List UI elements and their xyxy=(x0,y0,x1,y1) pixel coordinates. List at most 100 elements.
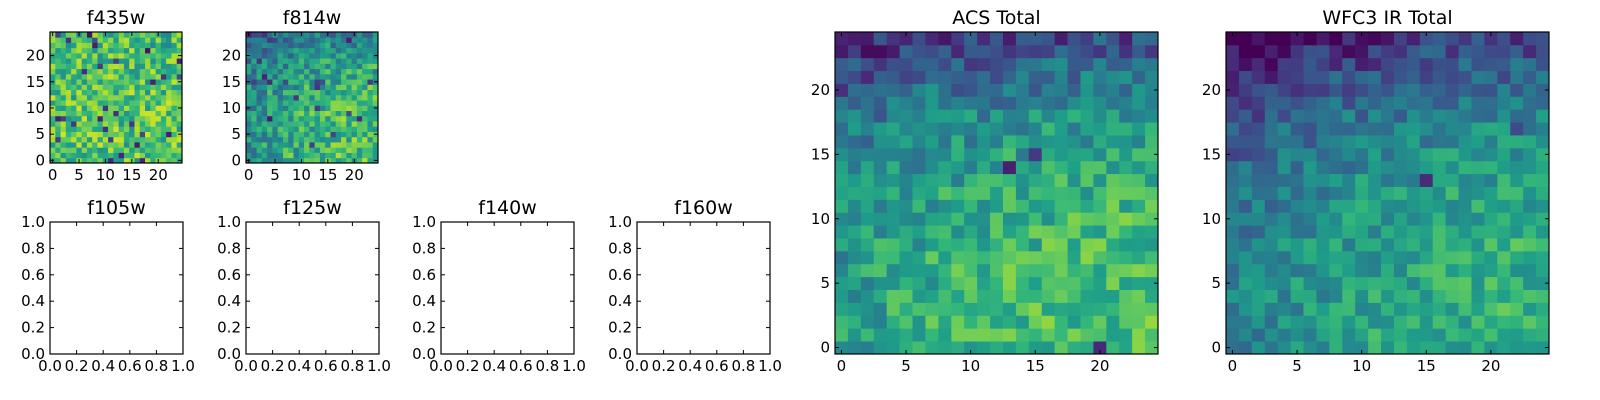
heatmap-cell xyxy=(873,199,888,213)
heatmap-cell xyxy=(964,186,978,200)
heatmap-cell xyxy=(1381,57,1395,72)
heatmap-cell xyxy=(367,131,374,138)
heatmap-cell xyxy=(346,115,352,122)
heatmap-cell xyxy=(1002,44,1017,59)
heatmap-cell xyxy=(108,32,114,38)
panel-title-f105w: f105w xyxy=(87,197,146,219)
heatmap-cell xyxy=(123,152,130,159)
heatmap-cell xyxy=(1523,96,1537,110)
heatmap-cell xyxy=(272,131,279,138)
heatmap-cell xyxy=(1458,96,1472,110)
heatmap-cell xyxy=(97,89,104,96)
heatmap-cell xyxy=(1093,276,1107,290)
heatmap-cell xyxy=(1054,263,1068,278)
heatmap-cell xyxy=(1028,147,1043,162)
heatmap-cell xyxy=(81,94,88,101)
heatmap-cell xyxy=(155,121,162,127)
heatmap-cell xyxy=(847,160,862,175)
heatmap-cell xyxy=(102,142,109,148)
heatmap-cell xyxy=(1015,212,1030,226)
heatmap-cell xyxy=(1432,225,1447,239)
heatmap-cell xyxy=(341,37,347,43)
heatmap-cell xyxy=(1393,109,1408,123)
heatmap-cell xyxy=(50,142,56,148)
heatmap-cell xyxy=(256,157,263,164)
y-tick-label: 20 xyxy=(1202,81,1221,99)
heatmap-cell xyxy=(288,100,294,106)
heatmap-cell xyxy=(1226,96,1240,110)
heatmap-cell xyxy=(1264,109,1279,123)
heatmap-cell xyxy=(1106,186,1120,200)
heatmap-cell xyxy=(92,157,98,164)
heatmap-cell xyxy=(1316,173,1330,187)
heatmap-cell xyxy=(1419,122,1434,136)
heatmap-cell xyxy=(293,152,300,159)
heatmap-cell xyxy=(92,115,98,122)
heatmap-cell xyxy=(256,52,263,59)
heatmap-cell xyxy=(256,121,263,127)
heatmap-cell xyxy=(1355,315,1369,329)
heatmap-cell xyxy=(246,100,252,106)
heatmap-cell xyxy=(1119,83,1133,97)
heatmap-cell xyxy=(282,52,289,59)
heatmap-cell xyxy=(1523,315,1537,329)
heatmap-cell xyxy=(1067,135,1081,149)
heatmap-cell xyxy=(341,89,347,96)
heatmap-cell xyxy=(899,250,913,265)
heatmap-cell xyxy=(251,73,257,80)
heatmap-cell xyxy=(76,79,83,85)
heatmap-cell xyxy=(1264,83,1279,97)
heatmap-cell xyxy=(951,302,965,316)
heatmap-cell xyxy=(873,135,888,149)
x-tick-label: 15 xyxy=(122,166,141,184)
heatmap-cell xyxy=(1342,238,1356,252)
heatmap-cell xyxy=(113,100,120,106)
heatmap-cell xyxy=(65,131,72,138)
heatmap-cell xyxy=(1041,57,1056,72)
heatmap-cell xyxy=(60,73,67,80)
heatmap-cell xyxy=(267,100,273,106)
heatmap-cell xyxy=(150,94,156,101)
heatmap-cell xyxy=(362,89,368,96)
heatmap-cell xyxy=(938,109,952,123)
heatmap-cell xyxy=(1510,212,1524,226)
heatmap-cell xyxy=(990,238,1004,252)
heatmap-cell xyxy=(1484,276,1498,290)
heatmap-cell xyxy=(325,126,331,132)
heatmap-cell xyxy=(155,105,162,111)
heatmap-cell xyxy=(1316,135,1330,149)
heatmap-cell xyxy=(160,157,167,164)
heatmap-cell xyxy=(367,89,374,96)
heatmap-cell xyxy=(1290,135,1304,149)
heatmap-cell xyxy=(145,73,151,80)
heatmap-cell xyxy=(938,70,952,84)
heatmap-cell xyxy=(977,302,991,316)
heatmap-cell xyxy=(1226,57,1240,72)
heatmap-cell xyxy=(267,115,273,122)
heatmap-cell xyxy=(102,58,109,64)
heatmap-cell xyxy=(155,58,162,64)
x-tick-label: 20 xyxy=(1481,357,1500,375)
heatmap-cell xyxy=(123,42,130,49)
heatmap-cell xyxy=(81,42,88,49)
heatmap-cell xyxy=(1406,199,1421,213)
heatmap-cell xyxy=(129,47,135,54)
heatmap-cell xyxy=(134,126,141,132)
heatmap-cell xyxy=(341,152,347,159)
heatmap-cell xyxy=(118,131,125,138)
y-tick-label: 0.4 xyxy=(217,292,241,310)
heatmap-cell xyxy=(341,68,347,75)
heatmap-cell xyxy=(55,136,61,143)
heatmap-cell xyxy=(1316,70,1330,84)
heatmap-cell xyxy=(171,147,178,153)
heatmap-cell xyxy=(325,94,331,101)
heatmap-cell xyxy=(356,63,363,70)
heatmap-cell xyxy=(1145,225,1159,239)
heatmap-cell xyxy=(1497,315,1511,329)
heatmap-cell xyxy=(1510,315,1524,329)
heatmap-cell xyxy=(1290,276,1304,290)
x-tick-label: 0.0 xyxy=(625,357,649,375)
